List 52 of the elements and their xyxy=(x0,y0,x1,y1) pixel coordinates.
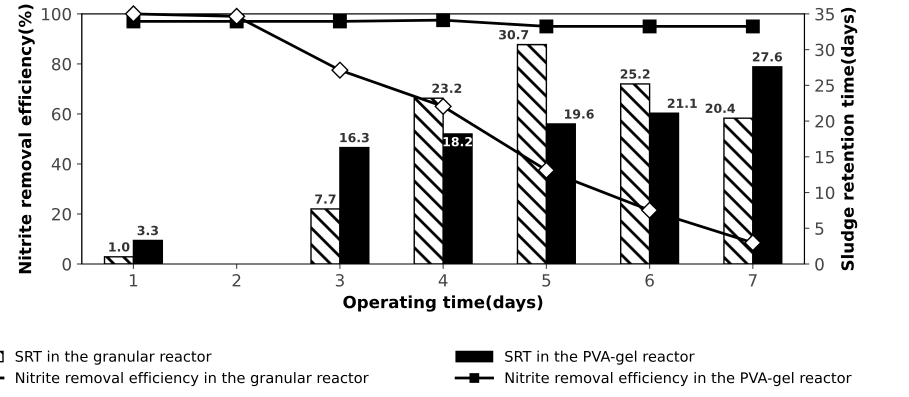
data-label: 23.2 xyxy=(432,84,462,94)
x-tick-label: 3 xyxy=(336,274,344,287)
legend-label: Nitrite removal efficiency in the granular reactor xyxy=(16,372,369,386)
x-axis-title: Operating time(days) xyxy=(343,295,542,312)
y2-tick-label: 35 xyxy=(815,8,834,20)
data-label: 1.0 xyxy=(109,242,130,252)
point xyxy=(642,19,657,34)
point xyxy=(331,62,348,79)
point xyxy=(744,234,762,252)
data-label: 25.2 xyxy=(620,69,650,79)
point xyxy=(641,202,658,219)
point xyxy=(332,14,347,28)
y-tick-label: 0 xyxy=(62,258,71,271)
point xyxy=(228,8,246,25)
y2-axis-title: Sludge retention time(days) xyxy=(840,8,858,270)
y-axis-title: Nitrite removal efficiency(%) xyxy=(18,4,35,274)
x-tick-label: 7 xyxy=(748,274,757,286)
y2-tick-label: 30 xyxy=(815,44,834,56)
y-tick-label: 80 xyxy=(52,58,71,70)
data-label: 19.6 xyxy=(565,109,594,119)
y2-tick-label: 25 xyxy=(815,79,834,92)
point xyxy=(434,98,452,115)
x-tick-label: 6 xyxy=(645,274,654,287)
legend-label: Nitrite removal efficiency in the PVA-gel reactor xyxy=(506,372,852,386)
y-tick-label: 20 xyxy=(52,208,71,221)
point xyxy=(124,5,142,22)
y2-tick-label: 20 xyxy=(815,115,834,128)
y2-tick-label: 0 xyxy=(815,258,824,271)
data-label: 27.6 xyxy=(752,52,782,62)
point xyxy=(436,13,450,28)
data-label: 7.7 xyxy=(315,194,336,204)
x-tick-label: 2 xyxy=(232,274,240,286)
data-label: 20.4 xyxy=(706,104,736,114)
y-tick-label: 100 xyxy=(42,8,71,20)
data-label: 3.3 xyxy=(138,226,158,236)
y2-tick-label: 15 xyxy=(816,150,834,164)
data-label: 16.3 xyxy=(340,132,369,142)
legend-label: SRT in the granular reactor xyxy=(16,350,212,365)
y2-tick-label: 5 xyxy=(815,222,824,235)
x-tick-label: 5 xyxy=(542,274,550,287)
data-label: 30.7 xyxy=(499,30,528,40)
point xyxy=(539,19,554,34)
y-tick-label: 40 xyxy=(52,158,71,171)
x-tick-label: 1 xyxy=(130,274,138,286)
y2-tick-label: 10 xyxy=(816,186,834,200)
data-label: 21.1 xyxy=(668,98,697,108)
point xyxy=(538,162,555,179)
legend-label: SRT in the PVA-gel reactor xyxy=(505,350,695,365)
y-tick-label: 60 xyxy=(52,108,71,121)
data-label: 18.2 xyxy=(444,136,472,146)
x-tick-label: 4 xyxy=(438,274,448,286)
point xyxy=(746,19,760,34)
